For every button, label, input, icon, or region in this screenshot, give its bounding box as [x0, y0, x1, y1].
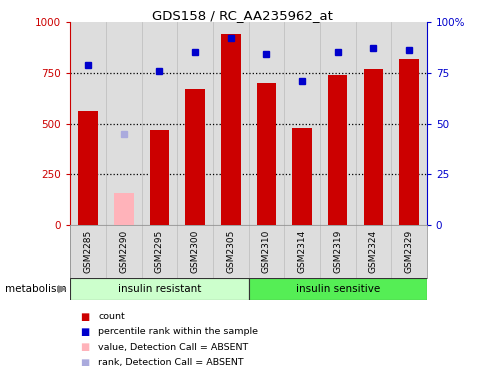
Text: GSM2310: GSM2310: [261, 230, 271, 273]
Text: insulin resistant: insulin resistant: [118, 284, 201, 294]
Text: rank, Detection Call = ABSENT: rank, Detection Call = ABSENT: [98, 358, 243, 366]
Text: GSM2314: GSM2314: [297, 230, 306, 273]
Text: ■: ■: [80, 327, 89, 337]
Bar: [221, 34, 240, 225]
Text: ■: ■: [80, 311, 89, 322]
Text: GDS158 / RC_AA235962_at: GDS158 / RC_AA235962_at: [152, 9, 332, 22]
Text: value, Detection Call = ABSENT: value, Detection Call = ABSENT: [98, 343, 248, 352]
Bar: [150, 130, 169, 225]
Bar: [398, 59, 418, 225]
Text: GSM2329: GSM2329: [404, 230, 413, 273]
Text: GSM2305: GSM2305: [226, 230, 235, 273]
Bar: [185, 89, 204, 225]
Text: ▶: ▶: [58, 284, 66, 294]
Bar: [248, 278, 426, 300]
Text: ■: ■: [80, 358, 89, 366]
Text: count: count: [98, 312, 125, 321]
Text: GSM2295: GSM2295: [154, 230, 164, 273]
Bar: [78, 111, 98, 225]
Text: GSM2285: GSM2285: [83, 230, 92, 273]
Text: GSM2324: GSM2324: [368, 230, 377, 273]
Text: GSM2290: GSM2290: [119, 230, 128, 273]
Bar: [363, 69, 382, 225]
Bar: [327, 75, 347, 225]
Bar: [114, 193, 133, 225]
Text: GSM2300: GSM2300: [190, 230, 199, 273]
Bar: [292, 128, 311, 225]
Text: metabolism: metabolism: [5, 284, 66, 294]
Bar: [256, 83, 275, 225]
Text: ■: ■: [80, 342, 89, 352]
Text: percentile rank within the sample: percentile rank within the sample: [98, 328, 258, 336]
Text: GSM2319: GSM2319: [333, 230, 342, 273]
Text: insulin sensitive: insulin sensitive: [295, 284, 379, 294]
Bar: [70, 278, 248, 300]
